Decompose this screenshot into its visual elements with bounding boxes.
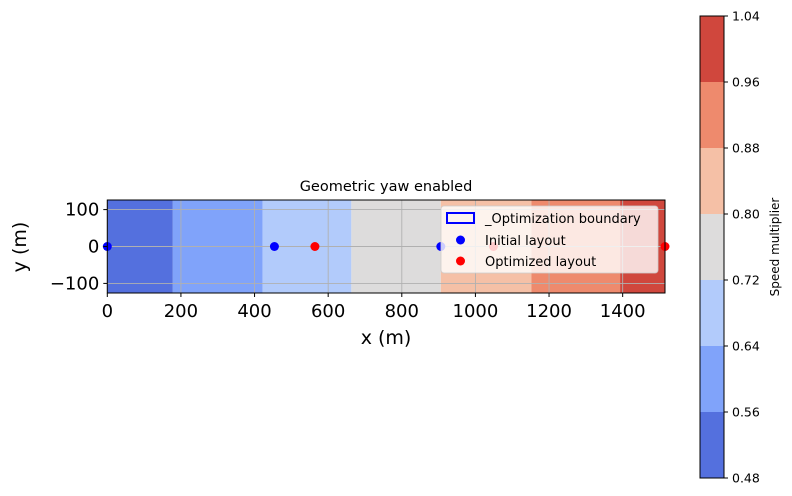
initial-layout-point xyxy=(269,242,279,251)
legend-boundary-label: _Optimization boundary xyxy=(484,212,641,227)
colorbar-tick-label: 0.64 xyxy=(732,339,760,354)
y-ticks: −100 0 100 xyxy=(50,200,108,294)
colorbar-tick-label: 0.80 xyxy=(732,207,760,222)
x-tick-label: 400 xyxy=(237,301,271,322)
colorbar-segment xyxy=(700,148,724,214)
colorbar-label: Speed multiplier xyxy=(768,198,782,297)
x-tick-label: 1000 xyxy=(453,301,499,322)
y-tick-label: 100 xyxy=(65,200,99,221)
legend-boundary-swatch xyxy=(446,212,475,224)
x-tick-label: 1400 xyxy=(600,301,646,322)
legend-initial-marker xyxy=(456,235,465,245)
x-tick-label: 800 xyxy=(385,301,419,322)
legend: _Optimization boundary Initial layout Op… xyxy=(440,205,659,274)
x-axis-label: x (m) xyxy=(361,327,412,349)
chart-title: Geometric yaw enabled xyxy=(300,179,473,195)
optimized-layout-point xyxy=(310,242,320,251)
x-tick-label: 0 xyxy=(102,301,113,322)
colorbar-segment xyxy=(700,16,724,82)
colorbar-segment xyxy=(700,82,724,148)
legend-box xyxy=(440,205,659,274)
colorbar-tick-label: 0.96 xyxy=(732,75,760,90)
legend-initial-label: Initial layout xyxy=(485,234,566,249)
legend-optimized-label: Optimized layout xyxy=(485,255,596,270)
colorbar-segment xyxy=(700,346,724,412)
colorbar-frame xyxy=(699,15,725,479)
y-axis-label: y (m) xyxy=(9,222,31,273)
colorbar-tick-label: 0.72 xyxy=(732,273,760,288)
colorbar-tick-label: 0.88 xyxy=(732,141,760,156)
x-tick-label: 1200 xyxy=(526,301,572,322)
colorbar-tick-label: 1.04 xyxy=(732,9,760,24)
x-tick-label: 200 xyxy=(164,301,198,322)
colorbar xyxy=(700,16,724,478)
colorbar-segment xyxy=(700,412,724,478)
colorbar-segment xyxy=(700,280,724,346)
y-tick-label: 0 xyxy=(88,237,99,258)
colorbar-segment xyxy=(700,214,724,280)
colorbar-tick-label: 0.56 xyxy=(732,405,760,420)
y-tick-label: −100 xyxy=(50,273,99,294)
legend-optimized-marker xyxy=(456,256,465,266)
x-tick-label: 600 xyxy=(311,301,345,322)
colorbar-tick-label: 0.48 xyxy=(732,471,760,486)
x-ticks: 0 200 400 600 800 1000 1200 1400 xyxy=(102,293,646,322)
colorbar-ticks: 0.48 0.56 0.64 0.72 0.80 0.88 0.96 1.04 xyxy=(724,9,760,486)
